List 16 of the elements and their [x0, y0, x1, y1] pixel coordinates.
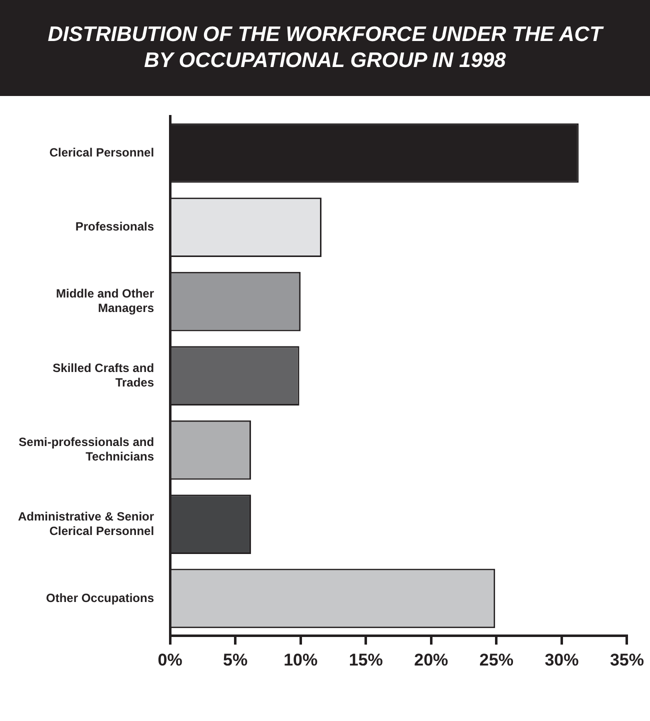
- chart-title: DISTRIBUTION OF THE WORKFORCE UNDER THE ACT BY OCCUPATIONAL GROUP IN 1998: [0, 0, 650, 96]
- x-tick-label: 25%: [479, 650, 514, 670]
- y-tick-label: Professionals: [75, 220, 154, 234]
- x-tick-label: 0%: [158, 650, 182, 670]
- x-tick-label: 20%: [414, 650, 448, 670]
- y-tick-label: Middle and Other Managers: [56, 286, 154, 316]
- x-tick-label: 5%: [223, 650, 248, 670]
- x-tick-label: 15%: [348, 650, 383, 670]
- y-tick-label: Clerical Personnel: [49, 145, 154, 160]
- y-tick-label: Semi-professionals and Technicians: [18, 435, 154, 464]
- y-tick-label: Skilled Crafts and Trades: [52, 360, 154, 390]
- x-tick-label: 10%: [284, 650, 318, 670]
- x-tick-label: 35%: [610, 650, 644, 670]
- x-tick-label: 30%: [544, 650, 579, 670]
- y-tick-label: Administrative & Senior Clerical Personnel: [18, 509, 154, 538]
- y-tick-label: Other Occupations: [46, 590, 154, 605]
